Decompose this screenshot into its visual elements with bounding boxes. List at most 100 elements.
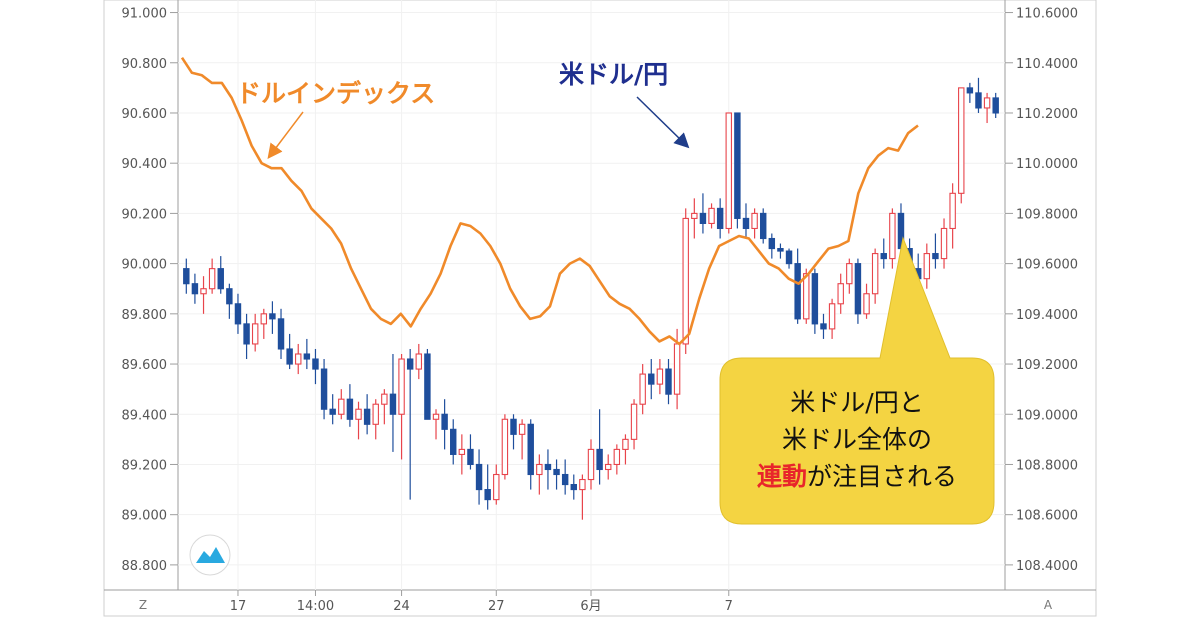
candle-down xyxy=(234,303,242,325)
cloud-logo-icon xyxy=(196,547,225,563)
right-tick-label: 109.6000 xyxy=(1016,258,1078,273)
right-axis-ticks: 110.6000 110.4000 110.2000 110.0000 109.8000… xyxy=(1005,7,1078,574)
candle-up xyxy=(958,87,965,194)
candle-up xyxy=(536,463,543,476)
candle-down xyxy=(510,418,517,435)
candle-down xyxy=(880,253,887,260)
candle-up xyxy=(372,403,379,425)
candle-up xyxy=(691,212,698,219)
corner-left-label[interactable]: Z xyxy=(139,598,147,612)
callout-line-3: 連動が注目される xyxy=(757,462,957,491)
candle-up xyxy=(803,273,810,320)
candle-down xyxy=(389,393,397,415)
candle-down xyxy=(742,217,750,230)
x-axis-ticks: 17 14:00 24 27 6月 7 xyxy=(230,590,733,614)
candle-down xyxy=(303,353,311,360)
callout-line-1: 米ドル/円と xyxy=(790,388,923,417)
candle-down xyxy=(191,283,199,295)
right-tick-label: 108.4000 xyxy=(1016,559,1078,574)
candle-up xyxy=(923,253,931,280)
left-tick-label: 89.800 xyxy=(122,308,168,323)
dxy-series-line xyxy=(180,56,919,346)
usdjpy-label-arrow xyxy=(636,96,690,149)
candle-down xyxy=(312,358,319,370)
callout-line-2: 米ドル全体の xyxy=(782,425,932,454)
candle-up xyxy=(501,418,509,476)
left-tick-label: 90.600 xyxy=(122,107,168,122)
candle-up xyxy=(295,353,302,365)
left-axis-ticks: 91.000 90.800 90.600 90.400 90.200 90.000 89.8… xyxy=(122,7,178,574)
candle-down xyxy=(467,448,474,466)
left-tick-label: 90.800 xyxy=(122,57,168,72)
candle-up xyxy=(940,227,948,260)
candle-up xyxy=(458,448,466,455)
candle-down xyxy=(544,463,552,471)
right-tick-label: 109.0000 xyxy=(1016,408,1078,423)
candle-down xyxy=(277,318,285,350)
candle-up xyxy=(656,368,664,385)
candle-down xyxy=(320,368,328,410)
candle-up xyxy=(208,268,216,290)
candle-down xyxy=(665,368,672,395)
candle-up xyxy=(605,463,612,471)
chart-frame xyxy=(103,0,1097,617)
candle-up xyxy=(579,478,586,491)
right-tick-label: 109.8000 xyxy=(1016,207,1078,222)
candle-up xyxy=(251,323,259,345)
left-tick-label: 90.000 xyxy=(122,258,168,273)
candle-down xyxy=(854,263,862,315)
left-tick-label: 90.400 xyxy=(122,157,168,172)
candle-up xyxy=(983,97,991,109)
callout-bubble: 米ドル/円と 米ドル全体の 連動が注目される xyxy=(719,236,995,525)
candle-down xyxy=(329,408,336,415)
candle-down xyxy=(734,112,741,219)
candle-down xyxy=(794,263,801,320)
candle-down xyxy=(811,273,819,325)
left-tick-label: 90.200 xyxy=(122,207,168,222)
candle-down xyxy=(424,353,431,420)
candle-up xyxy=(415,353,423,370)
candle-down xyxy=(226,288,233,305)
candle-down xyxy=(183,268,190,285)
candle-down xyxy=(243,323,250,345)
candle-up xyxy=(630,403,638,440)
right-tick-label: 108.8000 xyxy=(1016,458,1078,473)
candle-up xyxy=(338,398,345,415)
candle-up xyxy=(725,112,732,230)
callout-rest: が注目される xyxy=(807,462,957,491)
candle-down xyxy=(648,373,655,385)
candle-up xyxy=(613,448,621,466)
corner-right-label[interactable]: A xyxy=(1044,598,1053,612)
candle-up xyxy=(622,438,629,450)
right-tick-label: 108.6000 xyxy=(1016,509,1078,524)
candle-down xyxy=(777,248,784,252)
candle-up xyxy=(587,448,595,481)
candle-down xyxy=(269,313,276,320)
usdjpy-series-label: 米ドル/円 xyxy=(559,60,668,89)
left-tick-label: 89.200 xyxy=(122,458,168,473)
right-tick-label: 109.4000 xyxy=(1016,308,1078,323)
candle-up xyxy=(708,207,715,224)
candle-down xyxy=(346,398,354,420)
candle-up xyxy=(846,263,853,285)
candle-down xyxy=(570,484,577,491)
candle-down xyxy=(966,87,974,94)
x-tick-label: 14:00 xyxy=(297,599,334,614)
x-tick-label: 17 xyxy=(230,599,247,614)
left-tick-label: 88.800 xyxy=(122,559,168,574)
x-tick-label: 7 xyxy=(725,599,733,614)
candle-up xyxy=(673,343,681,395)
candle-up xyxy=(682,217,689,345)
candle-down xyxy=(768,237,776,250)
usdjpy-candles xyxy=(183,77,999,520)
candle-up xyxy=(398,358,405,415)
candle-down xyxy=(286,348,293,365)
candle-down xyxy=(975,92,982,109)
candle-down xyxy=(441,413,448,430)
candle-up xyxy=(863,293,870,315)
candle-down xyxy=(759,212,767,240)
chart-logo-button[interactable] xyxy=(189,534,231,576)
candle-down xyxy=(406,358,414,370)
